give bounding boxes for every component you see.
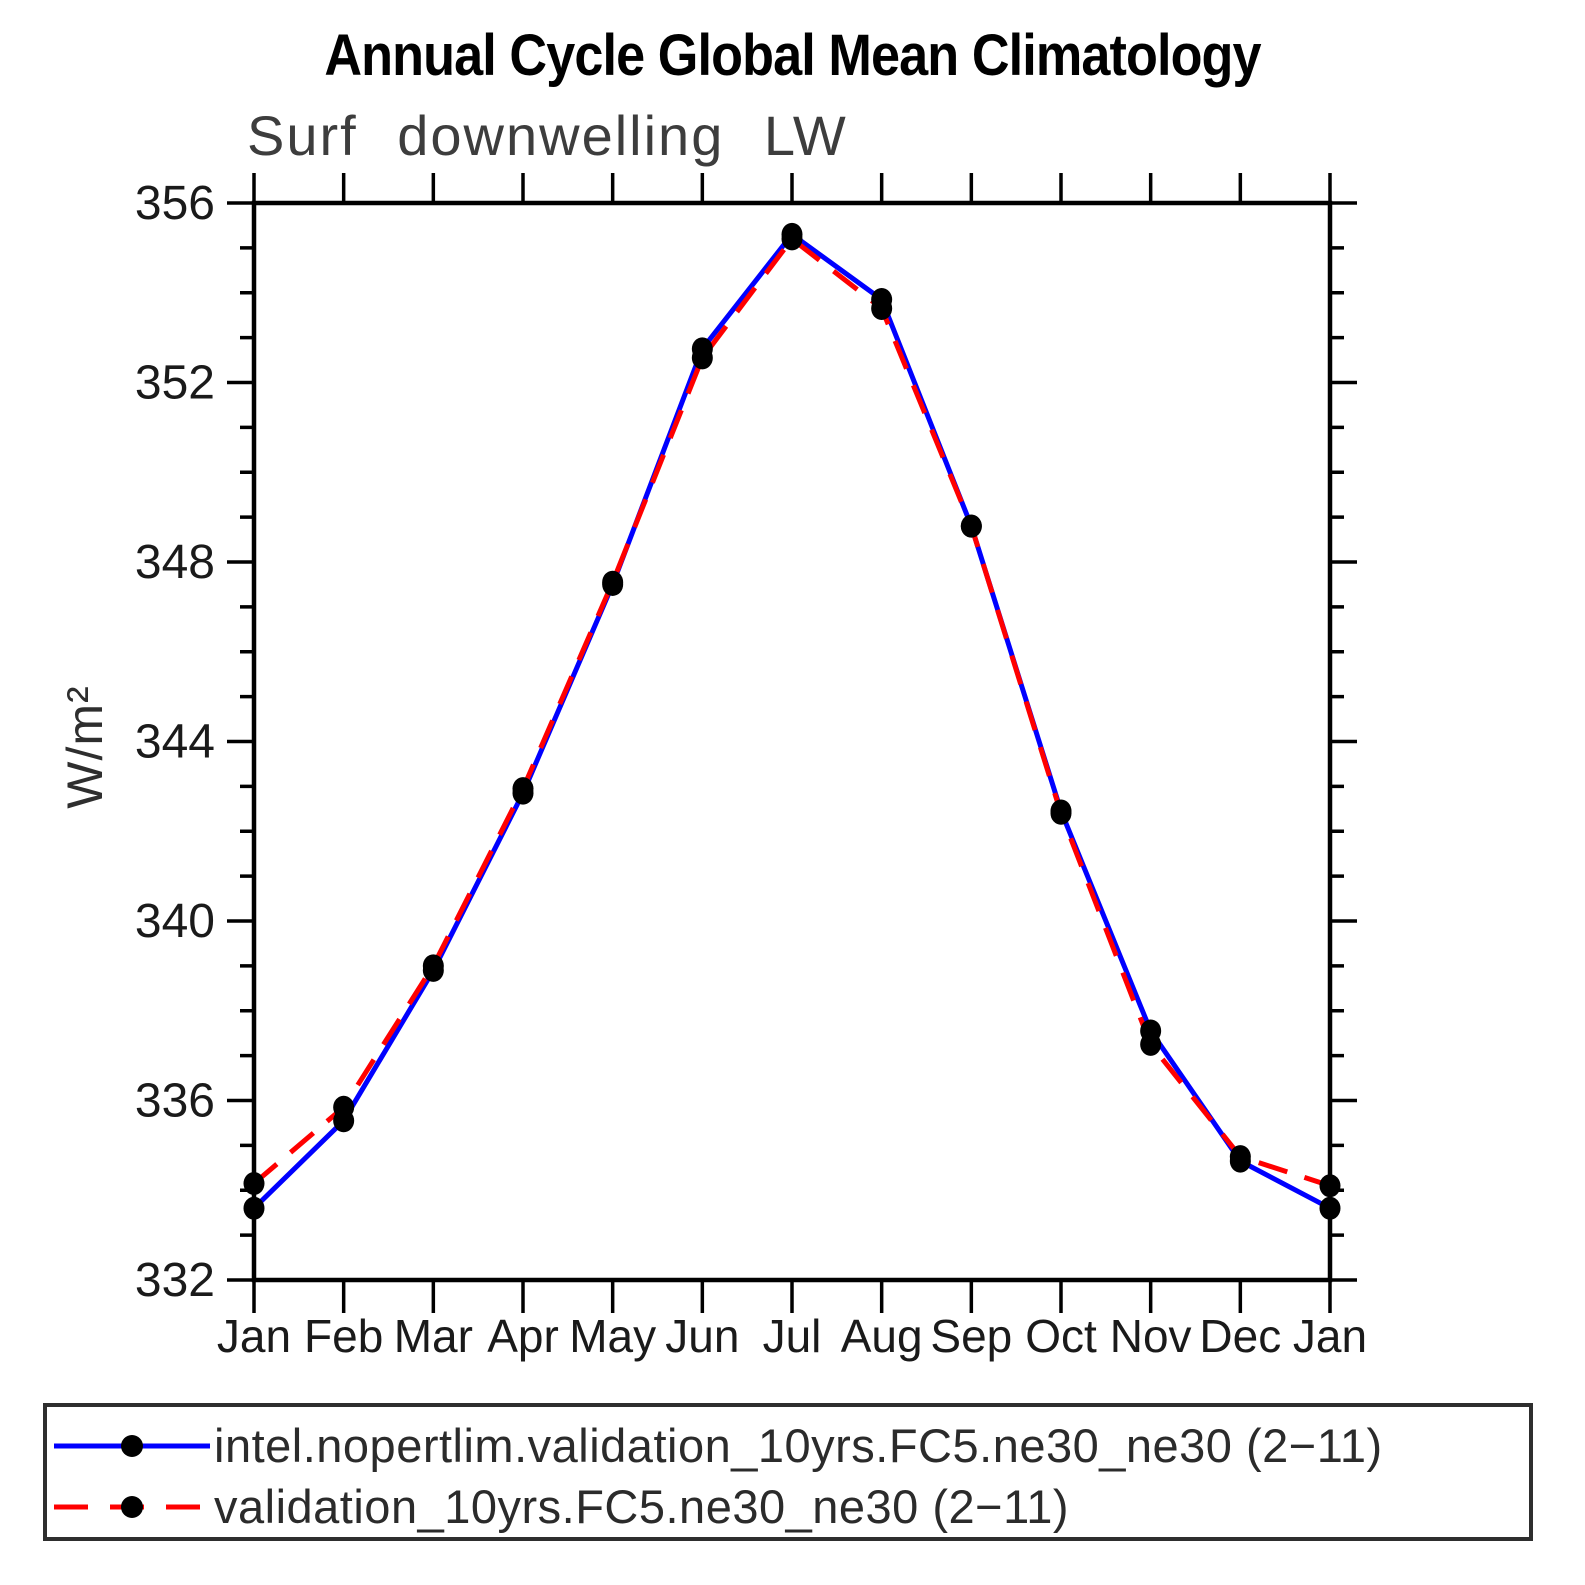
x-tick-label: Aug [841, 1310, 923, 1362]
series-line-1 [252, 235, 1331, 1189]
legend-label-series-0: intel.nopertlim.validation_10yrs.FC5.ne3… [214, 1419, 1383, 1472]
data-point-s1-0 [243, 1172, 265, 1196]
y-tick-label: 352 [135, 357, 215, 410]
data-point-s1-9 [1050, 801, 1072, 825]
x-tick-label: Jun [665, 1310, 739, 1362]
y-tick-label: 332 [135, 1254, 215, 1307]
data-point-s1-1 [333, 1095, 355, 1119]
x-tick-label: Jan [1293, 1310, 1367, 1362]
x-tick-label: Dec [1199, 1310, 1281, 1362]
x-tick-label: Oct [1025, 1310, 1097, 1362]
y-tick-label: 340 [135, 895, 215, 948]
y-tick-label: 344 [135, 716, 215, 769]
x-tick-label: Jan [217, 1310, 291, 1362]
data-point-s1-3 [512, 777, 534, 801]
y-tick-label: 348 [135, 536, 215, 589]
data-point-s1-7 [871, 296, 893, 320]
data-point-s1-12 [1319, 1174, 1341, 1198]
data-point-s1-10 [1140, 1032, 1162, 1056]
x-tick-label: Feb [304, 1310, 383, 1362]
chart-subtitle: Surf downwelling LW [247, 104, 848, 167]
series-line-0 [252, 230, 1332, 1211]
legend-row-series-0: intel.nopertlim.validation_10yrs.FC5.ne3… [47, 1415, 1529, 1476]
legend-marker-dot [121, 1495, 143, 1518]
x-tick-label: Jul [763, 1310, 822, 1362]
x-tick-label: Sep [930, 1310, 1012, 1362]
x-tick-label: Nov [1110, 1310, 1192, 1362]
data-point-s1-11 [1229, 1145, 1251, 1169]
legend-row-series-1: validation_10yrs.FC5.ne30_ne30 (2−11) [47, 1476, 1529, 1537]
data-point-s1-6 [781, 227, 803, 251]
x-tick-label: Apr [487, 1310, 559, 1362]
data-point-s0-0 [243, 1196, 265, 1220]
y-tick-label: 356 [135, 177, 215, 230]
legend-line-sample-blue [54, 1434, 210, 1457]
legend: intel.nopertlim.validation_10yrs.FC5.ne3… [43, 1403, 1533, 1541]
chart-title: Annual Cycle Global Mean Climatology [324, 23, 1261, 88]
data-point-s0-12 [1319, 1196, 1341, 1220]
data-point-s1-2 [422, 954, 444, 978]
data-point-s1-4 [602, 570, 624, 594]
x-tick-label: Mar [394, 1310, 473, 1362]
x-tick-label: May [569, 1310, 656, 1362]
plot-border [251, 200, 1333, 1283]
legend-marker-dot [121, 1434, 143, 1457]
data-point-s1-5 [691, 346, 713, 370]
data-point-s1-8 [960, 514, 982, 538]
legend-line-sample-red [54, 1495, 210, 1518]
legend-label-series-1: validation_10yrs.FC5.ne30_ne30 (2−11) [214, 1480, 1070, 1533]
y-tick-label: 336 [135, 1075, 215, 1128]
